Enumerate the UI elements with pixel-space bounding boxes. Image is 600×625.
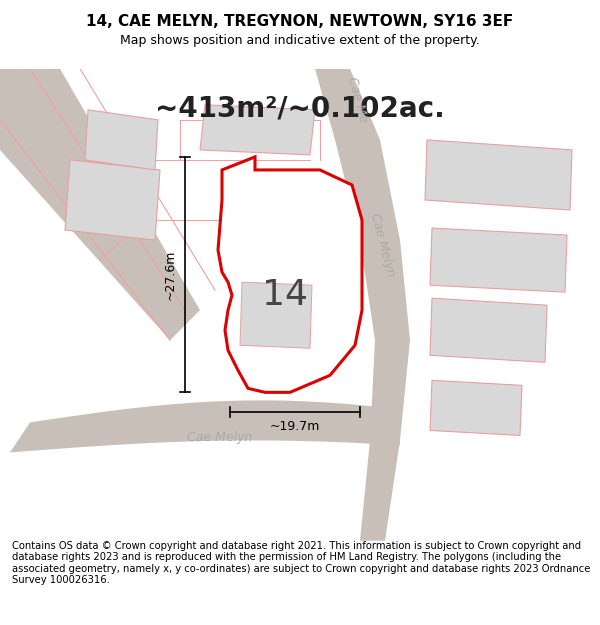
Polygon shape (65, 160, 160, 240)
Polygon shape (218, 157, 362, 392)
Polygon shape (10, 401, 400, 452)
Text: Cae Me: Cae Me (344, 76, 370, 124)
Text: 14, CAE MELYN, TREGYNON, NEWTOWN, SY16 3EF: 14, CAE MELYN, TREGYNON, NEWTOWN, SY16 3… (86, 14, 514, 29)
Polygon shape (430, 228, 567, 292)
Text: Map shows position and indicative extent of the property.: Map shows position and indicative extent… (120, 34, 480, 48)
Text: Cae Melyn: Cae Melyn (187, 431, 253, 444)
Polygon shape (430, 298, 547, 362)
Text: ~413m²/~0.102ac.: ~413m²/~0.102ac. (155, 95, 445, 122)
Text: Contains OS data © Crown copyright and database right 2021. This information is : Contains OS data © Crown copyright and d… (12, 541, 590, 586)
Text: ~27.6m: ~27.6m (164, 249, 177, 300)
Polygon shape (425, 140, 572, 210)
Text: 14: 14 (262, 278, 308, 312)
Polygon shape (240, 282, 312, 348)
Polygon shape (0, 69, 200, 340)
Text: ~19.7m: ~19.7m (270, 421, 320, 433)
Polygon shape (85, 110, 158, 170)
Text: Cae Melyn: Cae Melyn (368, 212, 398, 278)
Polygon shape (315, 69, 410, 541)
Polygon shape (200, 105, 315, 155)
Polygon shape (430, 381, 522, 436)
